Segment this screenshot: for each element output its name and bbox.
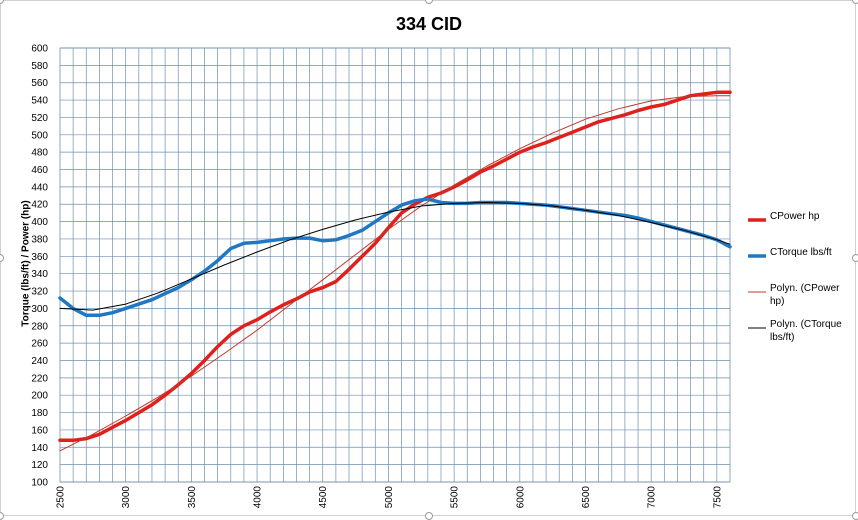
legend-label-ctorque: CTorque lbs/ft <box>770 247 832 258</box>
x-tick-label: 4500 <box>318 486 329 509</box>
x-tick-label: 4000 <box>253 486 264 509</box>
y-tick-label: 600 <box>31 44 48 55</box>
y-tick-label: 460 <box>31 165 48 176</box>
y-tick-label: 340 <box>31 269 48 280</box>
legend-label-polyn-ctorque: Polyn. (CTorque lbs/ft) <box>770 319 842 343</box>
x-tick-label: 2500 <box>56 486 67 509</box>
y-tick-label: 200 <box>31 391 48 402</box>
x-tick-label: 5500 <box>450 486 461 509</box>
y-tick-label: 420 <box>31 200 48 211</box>
x-tick-label: 7500 <box>712 486 723 509</box>
y-tick-label: 520 <box>31 113 48 124</box>
y-tick-label: 540 <box>31 96 48 107</box>
series-line-ctorque <box>58 197 732 318</box>
series-line-cpower <box>58 90 732 443</box>
y-tick-label: 300 <box>31 304 48 315</box>
legend-item-polyn-cpower: Polyn. (CPower hp) <box>742 282 854 318</box>
y-tick-label: 260 <box>31 339 48 350</box>
legend-item-cpower: CPower hp <box>742 210 854 246</box>
y-tick-label: 320 <box>31 287 48 298</box>
y-tick-label: 360 <box>31 252 48 263</box>
y-tick-label: 180 <box>31 408 48 419</box>
legend-item-polyn-ctorque: Polyn. (CTorque lbs/ft) <box>742 318 854 354</box>
y-tick-label: 560 <box>31 78 48 89</box>
plot-border <box>59 47 731 483</box>
legend-swatch-cpower <box>748 218 766 222</box>
x-tick-label: 7000 <box>647 486 658 509</box>
y-tick-label: 480 <box>31 148 48 159</box>
x-tick-label: 5000 <box>384 486 395 509</box>
y-tick-label: 220 <box>31 373 48 384</box>
y-tick-label: 380 <box>31 234 48 245</box>
resize-handle-top-right[interactable] <box>852 0 858 4</box>
y-tick-label: 580 <box>31 61 48 72</box>
x-tick-label: 3500 <box>187 486 198 509</box>
x-tick-label: 3000 <box>121 486 132 509</box>
x-tick-label: 6000 <box>515 486 526 509</box>
y-tick-label: 160 <box>31 425 48 436</box>
chart-title: 334 CID <box>395 14 463 34</box>
legend-swatch-ctorque <box>748 254 766 258</box>
legend-label-polyn-cpower: Polyn. (CPower hp) <box>770 283 840 307</box>
y-tick-label: 120 <box>31 460 48 471</box>
legend-label-cpower: CPower hp <box>770 211 820 222</box>
y-tick-label: 400 <box>31 217 48 228</box>
legend-item-ctorque: CTorque lbs/ft <box>742 246 854 282</box>
y-tick-label: 500 <box>31 130 48 141</box>
legend-swatch-polyn-ctorque <box>748 327 766 329</box>
y-tick-label: 240 <box>31 356 48 367</box>
series-line-polyn-ctorque <box>59 202 731 311</box>
x-tick-label: 6500 <box>581 486 592 509</box>
y-tick-label: 100 <box>31 478 48 489</box>
y-tick-label: 140 <box>31 443 48 454</box>
legend-swatch-polyn-cpower <box>748 291 766 293</box>
series-line-polyn-cpower <box>59 95 731 452</box>
resize-handle-middle-right[interactable] <box>852 254 858 262</box>
legend: CPower hp CTorque lbs/ft Polyn. (CPower … <box>742 210 854 354</box>
y-tick-label: 440 <box>31 182 48 193</box>
y-tick-label: 280 <box>31 321 48 332</box>
